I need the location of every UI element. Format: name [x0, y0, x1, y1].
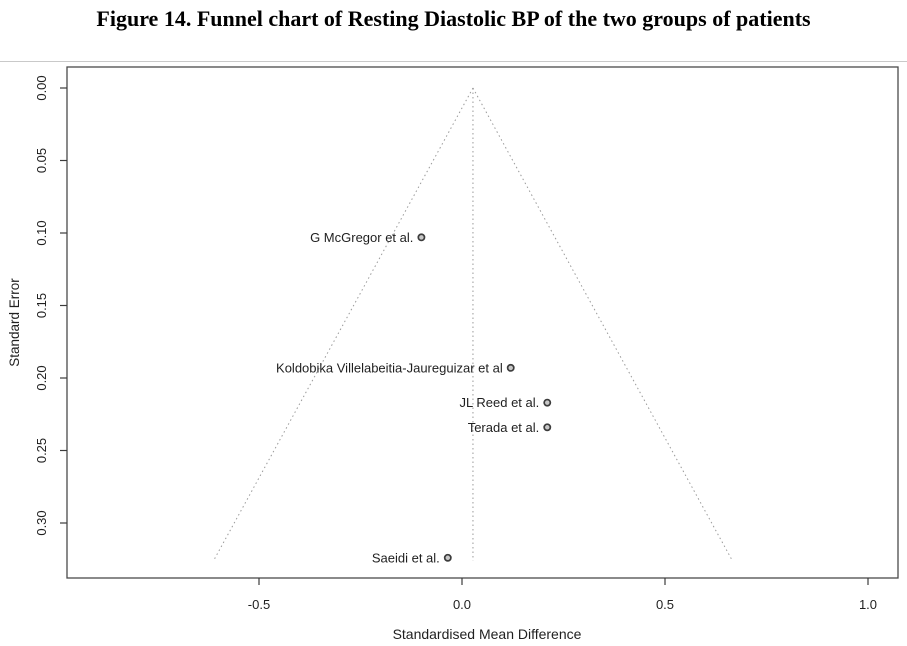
data-point-label: Saeidi et al.: [372, 550, 440, 565]
data-point-label: JL Reed et al.: [460, 395, 540, 410]
figure-top-border: [0, 61, 907, 62]
y-tick-label: 0.00: [34, 75, 49, 100]
x-tick-label: 1.0: [859, 597, 877, 612]
data-point: [543, 423, 552, 432]
y-tick-label: 0.20: [34, 365, 49, 390]
data-point-label: G McGregor et al.: [310, 230, 413, 245]
y-tick-label: 0.30: [34, 510, 49, 535]
data-point: [417, 233, 426, 242]
x-tick-label: 0.0: [453, 597, 471, 612]
data-point: [506, 363, 515, 372]
y-tick-label: 0.25: [34, 438, 49, 463]
y-tick-label: 0.15: [34, 293, 49, 318]
data-point: [443, 553, 452, 562]
y-tick-label: 0.10: [34, 220, 49, 245]
y-axis-title: Standard Error: [7, 278, 22, 367]
figure-title: Figure 14. Funnel chart of Resting Diast…: [96, 6, 811, 31]
x-tick-label: -0.5: [248, 597, 270, 612]
data-point-label: Koldobika Villelabeitia-Jaureguizar et a…: [276, 360, 503, 375]
x-tick-label: 0.5: [656, 597, 674, 612]
plot-border: [66, 66, 899, 579]
y-tick-label: 0.05: [34, 148, 49, 173]
funnel-right-boundary-line: [472, 87, 733, 561]
funnel-left-boundary-line: [213, 87, 474, 561]
x-axis-title: Standardised Mean Difference: [393, 626, 582, 642]
data-point-label: Terada et al.: [468, 420, 540, 435]
data-point: [543, 398, 552, 407]
